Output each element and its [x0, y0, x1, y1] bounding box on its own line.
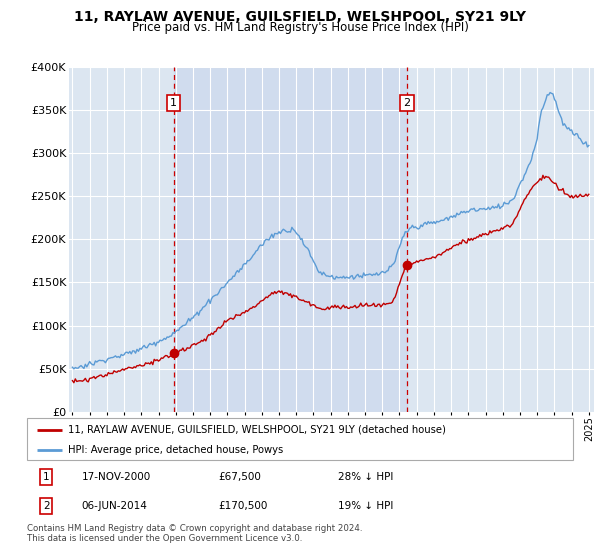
- Text: 2: 2: [43, 501, 49, 511]
- Bar: [173, 67, 407, 412]
- Text: £170,500: £170,500: [218, 501, 268, 511]
- Text: £67,500: £67,500: [218, 472, 261, 482]
- Text: 1: 1: [170, 99, 177, 109]
- FancyBboxPatch shape: [27, 418, 573, 460]
- Text: Contains HM Land Registry data © Crown copyright and database right 2024.
This d: Contains HM Land Registry data © Crown c…: [27, 524, 362, 543]
- Text: 1: 1: [43, 472, 49, 482]
- Text: 28% ↓ HPI: 28% ↓ HPI: [338, 472, 394, 482]
- Text: 2: 2: [403, 99, 410, 109]
- Text: Price paid vs. HM Land Registry's House Price Index (HPI): Price paid vs. HM Land Registry's House …: [131, 21, 469, 34]
- Text: 11, RAYLAW AVENUE, GUILSFIELD, WELSHPOOL, SY21 9LY (detached house): 11, RAYLAW AVENUE, GUILSFIELD, WELSHPOOL…: [68, 424, 446, 435]
- Text: 19% ↓ HPI: 19% ↓ HPI: [338, 501, 394, 511]
- Text: 17-NOV-2000: 17-NOV-2000: [82, 472, 151, 482]
- Text: 11, RAYLAW AVENUE, GUILSFIELD, WELSHPOOL, SY21 9LY: 11, RAYLAW AVENUE, GUILSFIELD, WELSHPOOL…: [74, 10, 526, 24]
- Text: 06-JUN-2014: 06-JUN-2014: [82, 501, 148, 511]
- Text: HPI: Average price, detached house, Powys: HPI: Average price, detached house, Powy…: [68, 445, 283, 455]
